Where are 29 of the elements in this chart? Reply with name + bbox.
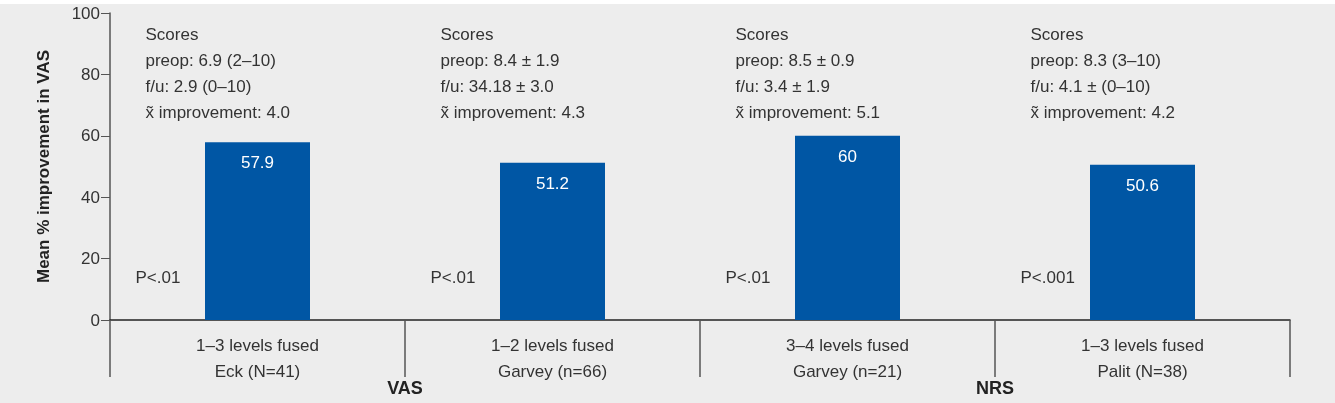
y-tick-label: 80 bbox=[81, 64, 100, 84]
text: NRS bbox=[975, 378, 1015, 398]
x-tick-label: 1–3 levels fused Palit (N=38) bbox=[1081, 335, 1204, 381]
data-label: 57.9 bbox=[240, 153, 275, 173]
bar bbox=[500, 162, 605, 320]
y-tick-label: 0 bbox=[90, 310, 100, 330]
data-label: 51.2 bbox=[535, 173, 570, 193]
data-label: 50.6 bbox=[1125, 175, 1160, 195]
x-tick-label: 1–2 levels fused Garvey (n=66) bbox=[491, 335, 614, 381]
annotation: P<.01 bbox=[725, 267, 771, 287]
x-tick-label: 3–4 levels fused Garvey (n=21) bbox=[786, 335, 909, 381]
y-tick-label: 100 bbox=[71, 3, 100, 23]
annotation: Scores preop: 8.5 ± 0.9 f/u: 3.4 ± 1.9 x̃ improvement: 5.1 bbox=[735, 24, 881, 122]
annotation: P<.01 bbox=[135, 267, 181, 287]
bar bbox=[795, 135, 900, 320]
data-label: 60 bbox=[838, 146, 857, 166]
y-tick-label: 60 bbox=[81, 126, 100, 146]
text: VAS bbox=[387, 378, 423, 398]
y-tick-label: 20 bbox=[81, 249, 100, 269]
bar bbox=[205, 142, 310, 320]
x-tick-label: 1–3 levels fused Eck (N=41) bbox=[196, 335, 319, 381]
annotation: P<.001 bbox=[1020, 267, 1075, 287]
y-tick-label: 40 bbox=[81, 187, 100, 207]
bar bbox=[1090, 164, 1195, 320]
annotation: P<.01 bbox=[430, 267, 476, 287]
annotation: Scores preop: 6.9 (2–10) f/u: 2.9 (0–10) x̃ improvement: 4.0 bbox=[145, 24, 291, 122]
y-axis-title: Mean % improvement in VAS bbox=[34, 49, 53, 284]
annotation: Scores preop: 8.3 (3–10) f/u: 4.1 ± (0–10) x̃ improvement: 4.2 bbox=[1030, 24, 1176, 122]
annotation: Scores preop: 8.4 ± 1.9 f/u: 34.18 ± 3.0 x̃ improvement: 4.3 bbox=[440, 24, 586, 122]
